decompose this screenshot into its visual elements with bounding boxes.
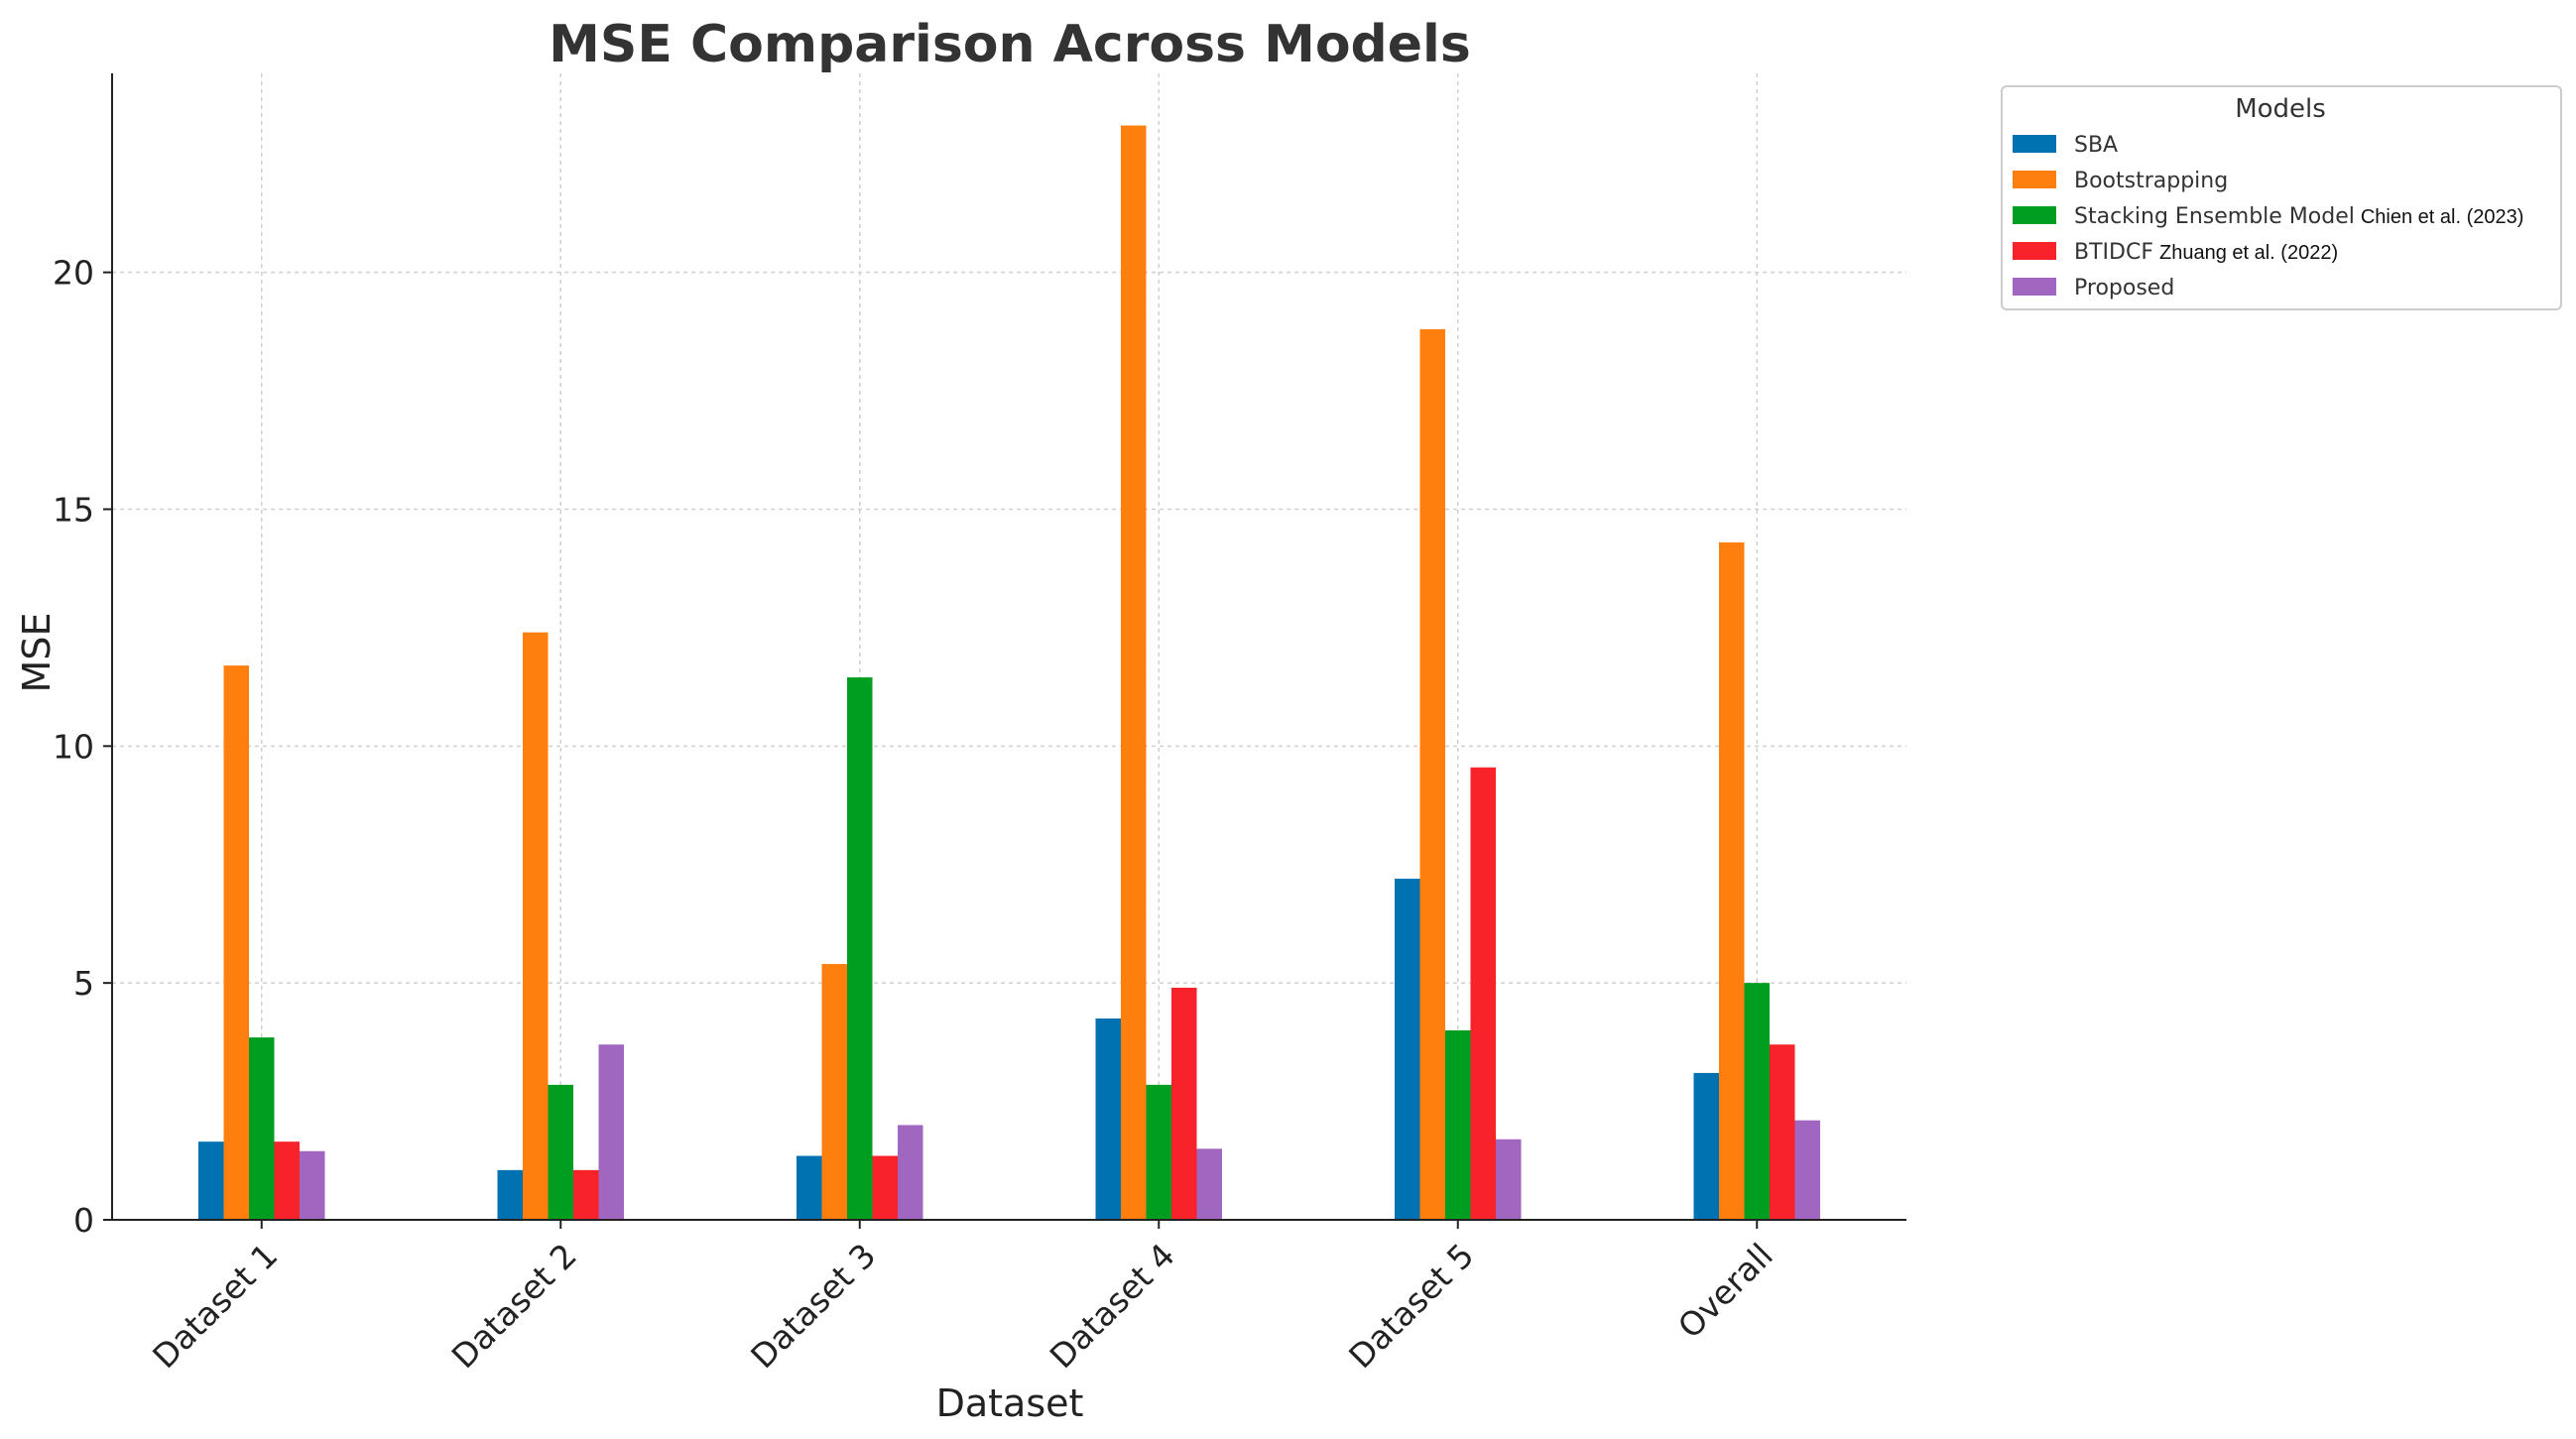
grid-lines [112, 73, 1906, 1220]
legend-swatch [2013, 171, 2056, 188]
legend-series-name: Stacking Ensemble Model [2074, 204, 2355, 229]
legend-label: SBA [2074, 133, 2118, 158]
x-tick-label: Dataset 2 [444, 1236, 584, 1376]
bar-stacking-ensemble-model [1146, 1084, 1171, 1220]
bars [198, 125, 1820, 1221]
bar-sba [1095, 1018, 1121, 1220]
x-tick-label: Dataset 1 [145, 1236, 285, 1376]
y-tick-label: 5 [73, 964, 94, 1003]
legend-title: Models [2235, 94, 2326, 124]
x-ticks: Dataset 1 Dataset 2 Dataset 3 Dataset 4 Data… [145, 1220, 1780, 1376]
legend-swatch [2013, 206, 2056, 224]
bar-btidcf [872, 1155, 898, 1220]
y-ticks: 0 5 10 15 20 [53, 254, 112, 1240]
y-tick-label: 0 [73, 1201, 94, 1240]
legend-series-name: SBA [2074, 133, 2118, 158]
legend-label: Proposed [2074, 276, 2174, 300]
y-axis-label: MSE [15, 613, 59, 693]
bar-btidcf [1171, 987, 1197, 1220]
bar-proposed [1496, 1139, 1522, 1220]
bar-btidcf [573, 1169, 599, 1220]
bar-sba [1395, 879, 1420, 1220]
y-tick-label: 20 [53, 254, 94, 293]
bar-stacking-ensemble-model [249, 1037, 275, 1220]
bar-stacking-ensemble-model [1445, 1029, 1471, 1220]
bar-stacking-ensemble-model [847, 677, 873, 1220]
bar-sba [497, 1169, 523, 1220]
bar-sba [797, 1155, 822, 1220]
bar-bootstrapping [1121, 125, 1147, 1221]
x-tick-label: Dataset 4 [1043, 1236, 1182, 1376]
legend-citation: Chien et al. (2023) [2361, 206, 2524, 228]
x-tick-label: Overall [1670, 1236, 1780, 1346]
bar-proposed [1794, 1120, 1820, 1220]
bar-btidcf [274, 1141, 300, 1220]
y-tick-label: 10 [53, 727, 94, 766]
bar-proposed [1196, 1148, 1222, 1220]
bar-btidcf [1470, 767, 1496, 1220]
bar-stacking-ensemble-model [548, 1084, 573, 1220]
legend-label: BTIDCF Zhuang et al. (2022) [2074, 240, 2338, 265]
axes [111, 73, 1906, 1221]
bar-btidcf [1770, 1044, 1795, 1220]
bar-stacking-ensemble-model [1744, 983, 1770, 1220]
legend: Models SBA Bootstrapping Stacking Ensemble… [2001, 85, 2562, 310]
legend-series-name: BTIDCF [2074, 240, 2153, 265]
legend-box [2001, 85, 2562, 310]
legend-swatch [2013, 135, 2056, 153]
x-axis-label: Dataset [936, 1381, 1084, 1425]
legend-series-name: Proposed [2074, 276, 2174, 300]
legend-series-name: Bootstrapping [2074, 169, 2228, 193]
bar-proposed [300, 1150, 325, 1220]
chart-title: MSE Comparison Across Models [549, 15, 1471, 74]
legend-swatch [2013, 242, 2056, 260]
legend-citation: Zhuang et al. (2022) [2159, 242, 2338, 264]
x-tick-label: Dataset 3 [743, 1236, 883, 1376]
legend-label: Stacking Ensemble Model Chien et al. (202… [2074, 204, 2523, 229]
bar-proposed [598, 1044, 624, 1220]
legend-items: SBA Bootstrapping Stacking Ensemble Model C… [2013, 133, 2523, 300]
bar-bootstrapping [223, 665, 249, 1220]
bar-sba [1693, 1072, 1719, 1220]
y-tick-label: 15 [53, 490, 94, 529]
bar-bootstrapping [1419, 328, 1445, 1220]
bar-proposed [898, 1125, 923, 1220]
bar-sba [198, 1141, 224, 1220]
bar-bootstrapping [523, 632, 549, 1220]
legend-swatch [2013, 278, 2056, 296]
legend-label: Bootstrapping [2074, 169, 2228, 193]
bar-bootstrapping [821, 964, 847, 1220]
x-tick-label: Dataset 5 [1341, 1236, 1481, 1376]
bar-bootstrapping [1719, 541, 1745, 1220]
